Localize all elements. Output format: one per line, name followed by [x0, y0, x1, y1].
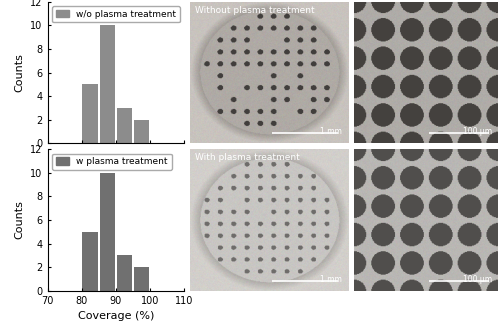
Text: With plasma treatment: With plasma treatment — [194, 153, 300, 162]
Text: 100 μm: 100 μm — [462, 275, 492, 284]
Y-axis label: Counts: Counts — [14, 53, 24, 92]
X-axis label: Coverage (%): Coverage (%) — [78, 311, 154, 321]
Bar — [82, 232, 98, 291]
Legend: w plasma treatment: w plasma treatment — [52, 154, 172, 170]
Text: 1 mm: 1 mm — [320, 275, 342, 284]
Bar — [100, 25, 115, 143]
Text: 1 mm: 1 mm — [320, 127, 342, 136]
Legend: w/o plasma treatment: w/o plasma treatment — [52, 6, 180, 22]
Bar — [134, 120, 149, 143]
Bar — [134, 267, 149, 291]
Bar — [100, 173, 115, 291]
Y-axis label: Counts: Counts — [14, 201, 24, 240]
Bar — [116, 255, 132, 291]
Text: 100 μm: 100 μm — [462, 127, 492, 136]
Bar — [116, 108, 132, 143]
Bar — [82, 84, 98, 143]
Text: Without plasma treatment: Without plasma treatment — [194, 6, 314, 15]
